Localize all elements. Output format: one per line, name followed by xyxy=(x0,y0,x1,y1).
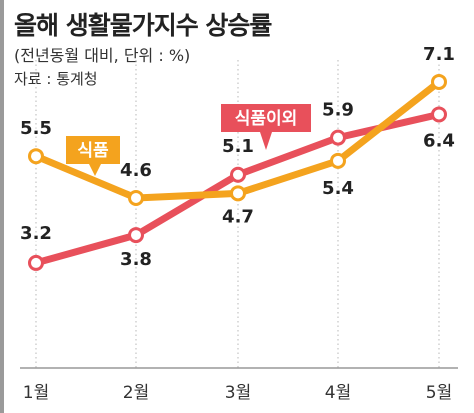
data-point-food xyxy=(431,73,447,90)
data-label-food: 4.6 xyxy=(120,160,152,181)
data-label-food: 5.4 xyxy=(322,178,354,199)
data-point-food xyxy=(128,189,144,206)
chart-title: 올해 생활물가지수 상승률 xyxy=(14,11,272,40)
data-label-food: 5.5 xyxy=(20,118,52,139)
x-tick-label: 2월 xyxy=(123,383,149,403)
legend-callout-food-box xyxy=(66,136,120,176)
data-point-non-food xyxy=(431,106,447,123)
x-tick-label: 1월 xyxy=(23,383,49,403)
data-label-non-food: 3.8 xyxy=(120,249,152,270)
data-point-food xyxy=(230,185,246,202)
legend-callout-food-label: 식품 xyxy=(77,141,109,161)
left-accent-bar xyxy=(0,0,4,413)
data-point-non-food xyxy=(330,129,346,146)
x-tick-label: 3월 xyxy=(225,383,251,403)
chart-source: 자료 : 통계청 xyxy=(14,70,98,88)
data-label-non-food: 3.2 xyxy=(20,223,52,244)
data-point-non-food xyxy=(128,227,144,244)
data-label-non-food: 5.1 xyxy=(222,136,254,157)
data-label-non-food: 5.9 xyxy=(322,100,354,121)
data-point-food xyxy=(28,148,44,165)
x-tick-label: 5월 xyxy=(426,383,452,403)
data-point-non-food xyxy=(28,254,44,271)
data-point-food xyxy=(330,152,346,169)
data-label-food: 4.7 xyxy=(222,206,254,227)
legend-callout-non-food-box xyxy=(221,104,311,150)
legend-callout-non-food-label: 식품이외 xyxy=(235,109,298,129)
data-label-food: 7.1 xyxy=(423,44,455,65)
data-point-non-food xyxy=(230,166,246,183)
data-label-non-food: 6.4 xyxy=(423,130,455,151)
x-tick-label: 4월 xyxy=(325,383,351,403)
chart-subtitle: (전년동월 대비, 단위 : %) xyxy=(14,46,191,65)
